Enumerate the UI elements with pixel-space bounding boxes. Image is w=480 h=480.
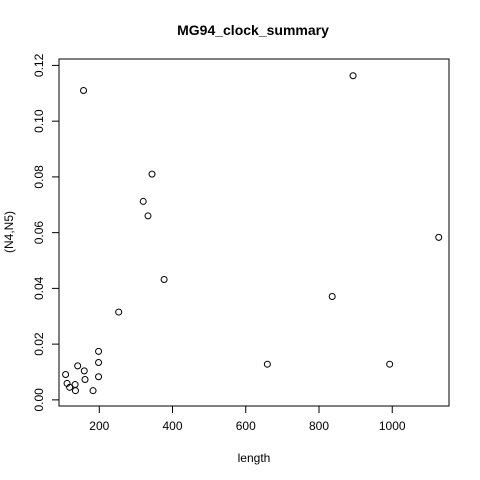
x-tick-label: 400 <box>163 419 183 433</box>
data-point <box>66 383 74 391</box>
data-point <box>80 367 88 375</box>
data-point <box>328 292 336 300</box>
y-tick-label: 0.04 <box>32 276 46 300</box>
data-point <box>349 72 357 80</box>
data-point <box>160 275 168 283</box>
data-point <box>95 359 103 367</box>
data-point <box>71 387 79 395</box>
x-tick-label: 1000 <box>379 419 406 433</box>
data-point <box>435 233 443 241</box>
x-axis: 200 400 600 800 1000 <box>89 405 406 433</box>
data-point <box>95 347 103 355</box>
x-tick-label: 800 <box>309 419 329 433</box>
x-axis-label: length <box>238 451 271 465</box>
data-point <box>89 387 97 395</box>
y-tick-label: 0.06 <box>32 221 46 245</box>
data-point <box>115 308 123 316</box>
x-tick-label: 600 <box>236 419 256 433</box>
data-points <box>62 72 443 395</box>
data-point <box>74 362 82 370</box>
data-point <box>81 376 89 384</box>
y-tick-label: 0.12 <box>32 53 46 77</box>
x-tick-label: 200 <box>89 419 109 433</box>
data-point <box>263 360 271 368</box>
plot-frame <box>58 58 450 407</box>
y-tick-label: 0.10 <box>32 109 46 133</box>
data-point <box>80 86 88 94</box>
data-point <box>95 373 103 381</box>
data-point <box>139 197 147 205</box>
data-point <box>62 371 70 379</box>
data-point <box>148 170 156 178</box>
y-axis: 0.00 0.02 0.04 0.06 0.08 0.10 0.12 <box>32 53 60 412</box>
y-tick-label: 0.08 <box>32 165 46 189</box>
data-point <box>386 360 394 368</box>
y-axis-label: (N4,N5) <box>2 211 16 253</box>
y-tick-label: 0.02 <box>32 332 46 356</box>
chart-title: MG94_clock_summary <box>177 22 329 38</box>
y-tick-label: 0.00 <box>32 388 46 412</box>
data-point <box>144 212 152 220</box>
